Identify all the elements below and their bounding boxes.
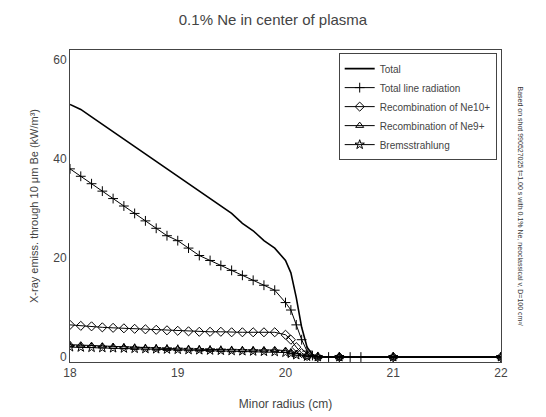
svg-text:Recombination of Ne10+: Recombination of Ne10+ bbox=[380, 102, 491, 113]
svg-text:20: 20 bbox=[53, 251, 67, 265]
svg-text:Total line radiation: Total line radiation bbox=[380, 83, 461, 94]
svg-text:20: 20 bbox=[279, 366, 293, 380]
svg-text:40: 40 bbox=[53, 152, 67, 166]
svg-text:60: 60 bbox=[53, 53, 67, 67]
svg-text:18: 18 bbox=[63, 366, 77, 380]
svg-text:Minor radius (cm): Minor radius (cm) bbox=[239, 397, 332, 411]
svg-text:0: 0 bbox=[60, 350, 67, 364]
svg-text:0.1% Ne in center of plasma: 0.1% Ne in center of plasma bbox=[179, 11, 368, 28]
svg-text:Based on shot 990527025 t=1.00: Based on shot 990527025 t=1.00 s with 0.… bbox=[517, 87, 524, 326]
svg-text:19: 19 bbox=[171, 366, 185, 380]
svg-text:X-ray emiss. through 10 μm Be: X-ray emiss. through 10 μm Be (kW/m³) bbox=[28, 109, 40, 303]
svg-text:21: 21 bbox=[387, 366, 401, 380]
svg-text:Total: Total bbox=[380, 64, 401, 75]
svg-text:22: 22 bbox=[494, 366, 508, 380]
svg-text:Recombination of Ne9+: Recombination of Ne9+ bbox=[380, 121, 485, 132]
svg-text:Bremsstrahlung: Bremsstrahlung bbox=[380, 140, 450, 151]
